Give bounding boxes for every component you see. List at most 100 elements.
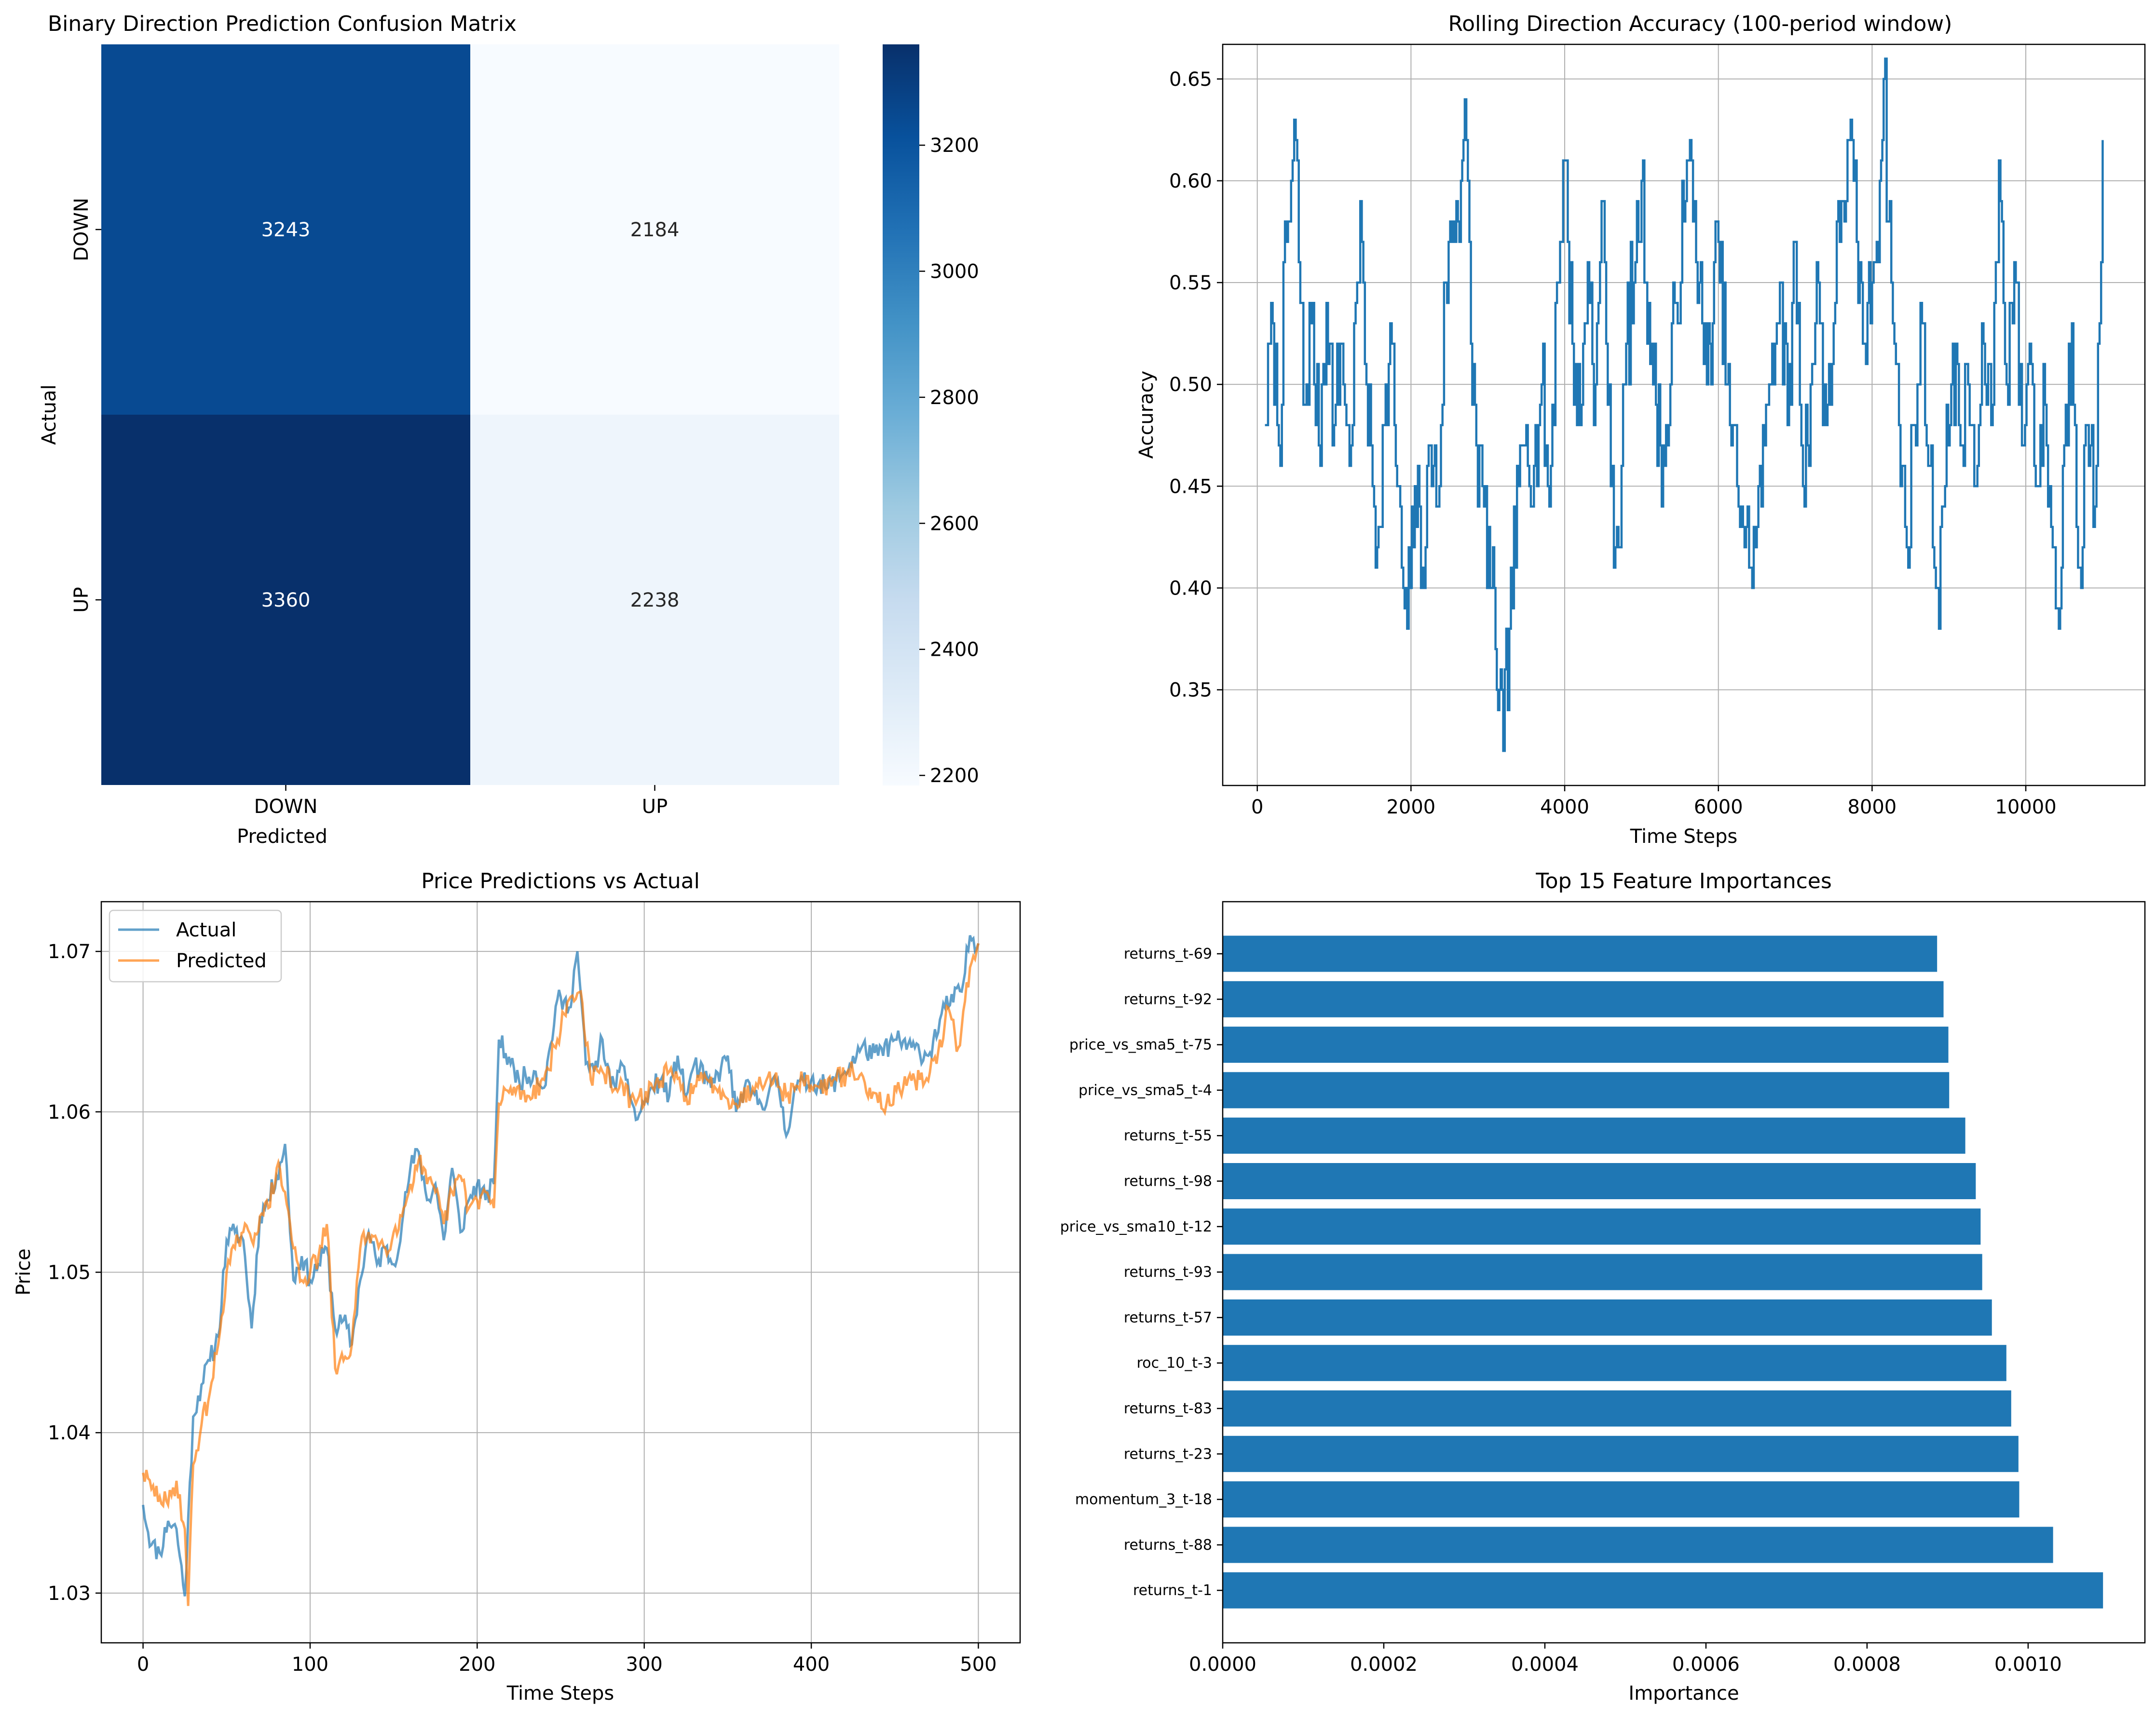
importance-bar — [1223, 1390, 2011, 1427]
colorbar-tick-label: 2800 — [930, 387, 979, 409]
importance-bar — [1223, 935, 1938, 972]
heatmap-cells — [101, 44, 839, 785]
feature-name-label: returns_t-93 — [1124, 1264, 1212, 1281]
y-axis-ticks: DOWN UP — [70, 198, 101, 613]
heatmap-cell — [470, 415, 839, 785]
feature-name-label: momentum_3_t-18 — [1075, 1491, 1212, 1508]
x-axis-label: Time Steps — [506, 1682, 614, 1705]
legend: Actual Predicted — [109, 909, 282, 983]
y-tick-label: 0.55 — [1169, 272, 1212, 294]
chart-title: Binary Direction Prediction Confusion Ma… — [48, 12, 517, 36]
feature-name-label: returns_t-57 — [1124, 1309, 1212, 1326]
feature-name-label: roc_10_t-3 — [1137, 1355, 1212, 1372]
x-tick-label: 500 — [960, 1653, 996, 1676]
importance-bar — [1223, 1208, 1981, 1245]
x-tick-label: 0.0004 — [1511, 1653, 1579, 1676]
heatmap-cell-label: 3243 — [261, 219, 311, 241]
grid-lines — [1223, 44, 2145, 785]
colorbar — [883, 44, 919, 785]
x-tick-label: 0.0010 — [1994, 1653, 2062, 1676]
importance-bar — [1223, 1572, 2103, 1609]
x-axis-ticks: 0 2000 4000 6000 8000 10000 — [1251, 785, 2057, 818]
y-tick-label: UP — [70, 587, 93, 612]
importance-bars — [1223, 935, 2103, 1609]
x-axis-ticks: 0 100 200 300 400 500 — [137, 1643, 997, 1676]
y-axis-ticks: 0.35 0.40 0.45 0.50 0.55 0.60 0.65 — [1169, 68, 1223, 702]
feature-name-label: returns_t-69 — [1124, 946, 1212, 962]
plot-area-frame — [1222, 43, 2146, 786]
importance-bar — [1223, 1435, 2019, 1472]
feature-name-label: returns_t-88 — [1124, 1537, 1212, 1554]
heatmap-cell-label: 2238 — [630, 589, 680, 611]
y-axis-label: Accuracy — [1135, 371, 1158, 459]
colorbar-tick-label: 3000 — [930, 261, 979, 283]
chart-title: Rolling Direction Accuracy (100-period w… — [1448, 12, 1952, 36]
x-tick-label: 10000 — [1995, 796, 2056, 818]
y-axis-ticks: 1.03 1.04 1.05 1.06 1.07 — [48, 941, 101, 1605]
x-tick-label: 0 — [1251, 796, 1263, 818]
feature-importance-panel: Top 15 Feature Importances 0.0000 0.0002 0… — [1060, 869, 2146, 1705]
y-tick-label: 0.35 — [1169, 679, 1212, 702]
y-tick-label: 0.40 — [1169, 577, 1212, 599]
x-tick-label: 0.0008 — [1833, 1653, 1901, 1676]
x-axis-label: Time Steps — [1630, 826, 1738, 848]
colorbar-tick-label: 3200 — [930, 135, 979, 157]
feature-name-label: price_vs_sma5_t-75 — [1069, 1037, 1212, 1054]
y-tick-label: 1.03 — [48, 1583, 91, 1605]
x-tick-label: 8000 — [1847, 796, 1897, 818]
colorbar-tick-label: 2400 — [930, 639, 979, 661]
y-tick-label: 0.45 — [1169, 475, 1212, 498]
y-tick-label: 1.05 — [48, 1262, 91, 1284]
x-tick-label: 400 — [793, 1653, 830, 1676]
feature-name-label: price_vs_sma5_t-4 — [1078, 1082, 1212, 1099]
feature-name-label: returns_t-98 — [1124, 1173, 1212, 1190]
colorbar-ticks: 2200 2400 2600 2800 3000 3200 — [919, 135, 979, 787]
heatmap-cell-labels: 3243 2184 3360 2238 — [261, 219, 680, 611]
importance-bar — [1223, 1254, 1982, 1290]
y-tick-label: 1.04 — [48, 1422, 91, 1444]
y-axis-label: Price — [13, 1248, 35, 1296]
x-axis-label: Predicted — [237, 826, 327, 848]
x-tick-label: 100 — [292, 1653, 328, 1676]
x-tick-label: 0.0006 — [1672, 1653, 1740, 1676]
x-tick-label: DOWN — [254, 796, 318, 818]
heatmap-cell — [101, 44, 470, 415]
heatmap-cell-label: 3360 — [261, 589, 311, 611]
x-tick-label: 0.0002 — [1350, 1653, 1418, 1676]
legend-predicted-label: Predicted — [176, 950, 267, 972]
importance-bar — [1223, 1481, 2020, 1518]
chart-title: Top 15 Feature Importances — [1535, 869, 1832, 893]
accuracy-series-line — [1265, 57, 2104, 752]
feature-name-label: returns_t-23 — [1124, 1446, 1212, 1462]
x-tick-label: 6000 — [1694, 796, 1743, 818]
heatmap-cell — [470, 44, 839, 415]
x-tick-label: 0.0000 — [1189, 1653, 1256, 1676]
grid-lines — [101, 902, 1020, 1643]
chart-title: Price Predictions vs Actual — [421, 869, 700, 893]
importance-bar — [1223, 1527, 2053, 1563]
price-predictions-panel: Price Predictions vs Actual 0 100 200 300 40… — [13, 869, 1021, 1705]
feature-name-label: returns_t-1 — [1133, 1582, 1212, 1599]
x-tick-label: 300 — [626, 1653, 663, 1676]
x-axis-ticks: DOWN UP — [254, 785, 668, 818]
actual-series-line — [142, 935, 980, 1597]
importance-bar — [1223, 1345, 2006, 1381]
confusion-matrix-panel: Binary Direction Prediction Confusion Ma… — [38, 12, 979, 848]
importance-bar — [1223, 981, 1944, 1017]
importance-bar — [1223, 1117, 1965, 1154]
y-tick-label: DOWN — [70, 198, 93, 261]
y-axis-label: Actual — [38, 384, 60, 445]
legend-actual-label: Actual — [176, 919, 236, 941]
x-tick-label: 4000 — [1540, 796, 1589, 818]
x-tick-label: UP — [642, 796, 668, 818]
x-tick-label: 2000 — [1386, 796, 1435, 818]
y-tick-label: 1.07 — [48, 941, 91, 963]
x-axis-label: Importance — [1628, 1682, 1739, 1705]
y-tick-label: 0.65 — [1169, 68, 1212, 91]
feature-name-label: returns_t-55 — [1124, 1127, 1212, 1144]
y-tick-label: 1.06 — [48, 1101, 91, 1123]
importance-bar — [1223, 1299, 1992, 1336]
x-tick-label: 0 — [137, 1653, 149, 1676]
legend-box — [109, 909, 282, 983]
